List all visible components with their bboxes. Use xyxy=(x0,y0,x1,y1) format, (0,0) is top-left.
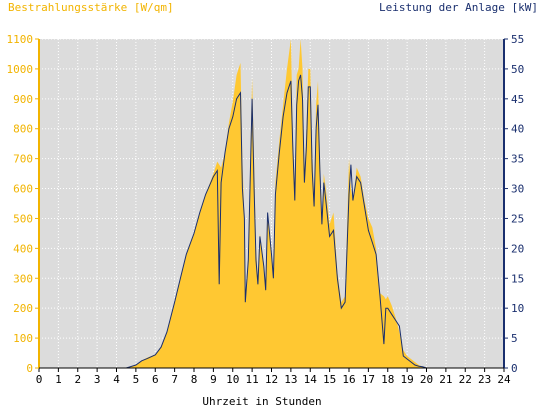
x-tick-label: 10 xyxy=(226,373,239,386)
y-left-tick-label: 1000 xyxy=(7,63,34,76)
y-left-tick-label: 300 xyxy=(13,272,33,285)
y-right-tick-label: 50 xyxy=(511,63,524,76)
x-tick-label: 5 xyxy=(133,373,140,386)
x-tick-label: 8 xyxy=(191,373,198,386)
x-tick-label: 7 xyxy=(171,373,178,386)
x-tick-label: 24 xyxy=(497,373,511,386)
x-tick-label: 9 xyxy=(210,373,217,386)
left-axis-title: Bestrahlungsstärke [W/qm] xyxy=(8,1,174,14)
x-tick-label: 12 xyxy=(265,373,278,386)
tick-labels: 0 1 2 3 4 5 6 7 8 9 10 11 12 13 14 15 16 17 18 19 20 21 22 23 24… xyxy=(7,33,525,386)
x-tick-label: 3 xyxy=(94,373,101,386)
x-tick-label: 18 xyxy=(381,373,394,386)
x-tick-label: 21 xyxy=(439,373,452,386)
y-left-tick-label: 700 xyxy=(13,153,33,166)
x-tick-label: 16 xyxy=(342,373,355,386)
x-tick-label: 1 xyxy=(55,373,62,386)
x-tick-label: 2 xyxy=(74,373,81,386)
x-tick-label: 22 xyxy=(459,373,472,386)
y-left-tick-label: 200 xyxy=(13,302,33,315)
x-tick-label: 20 xyxy=(420,373,433,386)
x-tick-label: 6 xyxy=(152,373,159,386)
x-tick-label: 23 xyxy=(478,373,491,386)
y-right-tick-label: 10 xyxy=(511,302,524,315)
power-line xyxy=(39,74,504,369)
y-right-tick-label: 30 xyxy=(511,183,524,196)
x-tick-label: 17 xyxy=(362,373,375,386)
y-right-tick-label: 40 xyxy=(511,123,524,136)
right-axis-title: Leistung der Anlage [kW] xyxy=(379,1,538,14)
y-left-tick-label: 900 xyxy=(13,93,33,106)
x-tick-label: 15 xyxy=(323,373,336,386)
x-tick-label: 19 xyxy=(401,373,414,386)
y-left-tick-label: 0 xyxy=(26,362,33,375)
y-right-tick-label: 0 xyxy=(511,362,518,375)
y-left-tick-label: 100 xyxy=(13,332,33,345)
y-right-tick-label: 25 xyxy=(511,212,524,225)
x-tick-label: 11 xyxy=(246,373,259,386)
x-axis-title: Uhrzeit in Stunden xyxy=(202,395,321,408)
y-right-tick-label: 20 xyxy=(511,242,524,255)
y-left-tick-label: 1100 xyxy=(7,33,34,46)
x-tick-label: 13 xyxy=(284,373,297,386)
y-left-tick-label: 600 xyxy=(13,183,33,196)
y-left-tick-label: 500 xyxy=(13,212,33,225)
y-left-tick-label: 800 xyxy=(13,123,33,136)
x-tick-label: 14 xyxy=(304,373,318,386)
y-right-tick-label: 45 xyxy=(511,93,524,106)
irradiance-area xyxy=(39,39,504,368)
y-left-tick-label: 400 xyxy=(13,242,33,255)
axes xyxy=(35,38,508,372)
y-right-tick-label: 55 xyxy=(511,33,524,46)
y-right-tick-label: 5 xyxy=(511,332,518,345)
x-tick-label: 0 xyxy=(36,373,43,386)
y-right-tick-label: 35 xyxy=(511,153,524,166)
x-tick-label: 4 xyxy=(113,373,120,386)
y-right-tick-label: 15 xyxy=(511,272,524,285)
